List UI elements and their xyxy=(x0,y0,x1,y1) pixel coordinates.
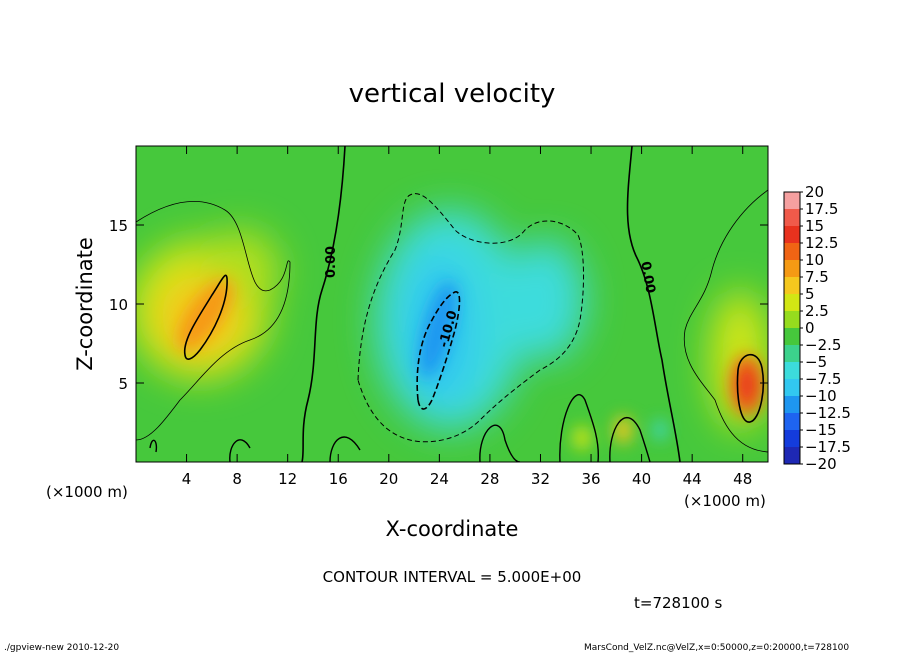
downdraft-small xyxy=(654,420,666,440)
colorbar-swatch xyxy=(784,396,800,413)
x-unit-label-left: (×1000 m) xyxy=(46,483,128,501)
x-tick-label: 32 xyxy=(531,470,550,488)
colorbar-label: 10 xyxy=(805,251,824,269)
footer-left: ./gpview-new 2010-12-20 xyxy=(4,643,119,653)
colorbar-swatch xyxy=(784,362,800,379)
contour-2p5-right xyxy=(683,189,768,453)
contour-zero-right xyxy=(626,146,681,462)
colorbar-label: 5 xyxy=(805,285,815,303)
plot-area xyxy=(136,146,768,462)
colorbar-label: 0 xyxy=(805,319,815,337)
contour-ground-ripples xyxy=(149,393,651,462)
updraft-right-core xyxy=(738,367,756,403)
footer-right: MarsCond_VelZ.nc@VelZ,x=0:50000,z=0:2000… xyxy=(584,643,849,653)
colorbar-swatch xyxy=(784,192,800,209)
x-tick-label: 40 xyxy=(632,470,651,488)
x-tick-label: 44 xyxy=(683,470,702,488)
contour-label: 0.00 xyxy=(324,246,339,278)
colorbar-label: −17.5 xyxy=(805,438,851,456)
contour-10-left xyxy=(183,274,228,360)
time-label: t=728100 s xyxy=(634,594,722,612)
colorbar-swatch xyxy=(784,260,800,277)
x-axis: 4 8 12 16 20 24 28 32 36 40 44 48 xyxy=(182,146,752,488)
updraft-left-peak xyxy=(177,279,233,351)
updraft-small-1 xyxy=(573,426,591,450)
colorbar-label: 12.5 xyxy=(805,234,838,252)
y-axis: 5 10 15 xyxy=(109,217,768,393)
colorbar-label: 17.5 xyxy=(805,200,838,218)
colorbar-swatch xyxy=(784,243,800,260)
colorbar-label: −5 xyxy=(805,353,827,371)
x-tick-label: 36 xyxy=(581,470,600,488)
colorbar-label: 15 xyxy=(805,217,824,235)
y-axis-title: Z-coordinate xyxy=(73,237,97,371)
colorbar-label: −10 xyxy=(805,387,837,405)
x-tick-label: 28 xyxy=(480,470,499,488)
y-tick-label: 15 xyxy=(109,217,128,235)
x-tick-label: 16 xyxy=(329,470,348,488)
contour-2p5-left xyxy=(136,201,291,441)
colorbar-label: −15 xyxy=(805,421,837,439)
x-tick-label: 24 xyxy=(430,470,449,488)
colorbar-label: −12.5 xyxy=(805,404,851,422)
colorbar-swatch xyxy=(784,311,800,328)
x-tick-label: 20 xyxy=(379,470,398,488)
contour-lines xyxy=(136,146,768,462)
colorbar-label: −2.5 xyxy=(805,336,841,354)
colorbar-swatch xyxy=(784,379,800,396)
x-tick-label: 4 xyxy=(182,470,192,488)
downdraft-center-peak xyxy=(419,281,457,379)
colorbar-swatch xyxy=(784,294,800,311)
contour-minus10 xyxy=(416,291,461,410)
contour-10-right xyxy=(736,353,765,423)
colorbar-swatch xyxy=(784,430,800,447)
colorbar-swatch xyxy=(784,345,800,362)
colorbar-swatch xyxy=(784,328,800,345)
chart-title: vertical velocity xyxy=(349,79,556,109)
colorbar-label: 7.5 xyxy=(805,268,829,286)
x-tick-label: 8 xyxy=(232,470,242,488)
colorbar-swatch xyxy=(784,226,800,243)
x-unit-label-right: (×1000 m) xyxy=(684,492,766,510)
colorbar-label: 20 xyxy=(805,183,824,201)
colorbar-swatch xyxy=(784,413,800,430)
downdraft-right-broad xyxy=(505,240,585,360)
colorbar-swatch xyxy=(784,277,800,294)
colorbar-label: −7.5 xyxy=(805,370,841,388)
y-tick-label: 10 xyxy=(109,296,128,314)
x-tick-label: 12 xyxy=(278,470,297,488)
contour-interval-note: CONTOUR INTERVAL = 5.000E+00 xyxy=(323,568,582,586)
colorbar-swatch xyxy=(784,209,800,226)
contour-zero-left xyxy=(301,146,346,462)
x-axis-title: X-coordinate xyxy=(386,517,519,541)
x-tick-label: 48 xyxy=(733,470,752,488)
contour-label: 0.00 xyxy=(637,260,657,294)
colorbar: 2017.51512.5107.552.50−2.5−5−7.5−10−12.5… xyxy=(783,183,851,473)
y-tick-label: 5 xyxy=(118,375,128,393)
colorbar-label: −20 xyxy=(805,455,837,473)
updraft-small-2 xyxy=(614,416,632,444)
colorbar-swatch xyxy=(784,447,800,464)
colorbar-label: 2.5 xyxy=(805,302,829,320)
